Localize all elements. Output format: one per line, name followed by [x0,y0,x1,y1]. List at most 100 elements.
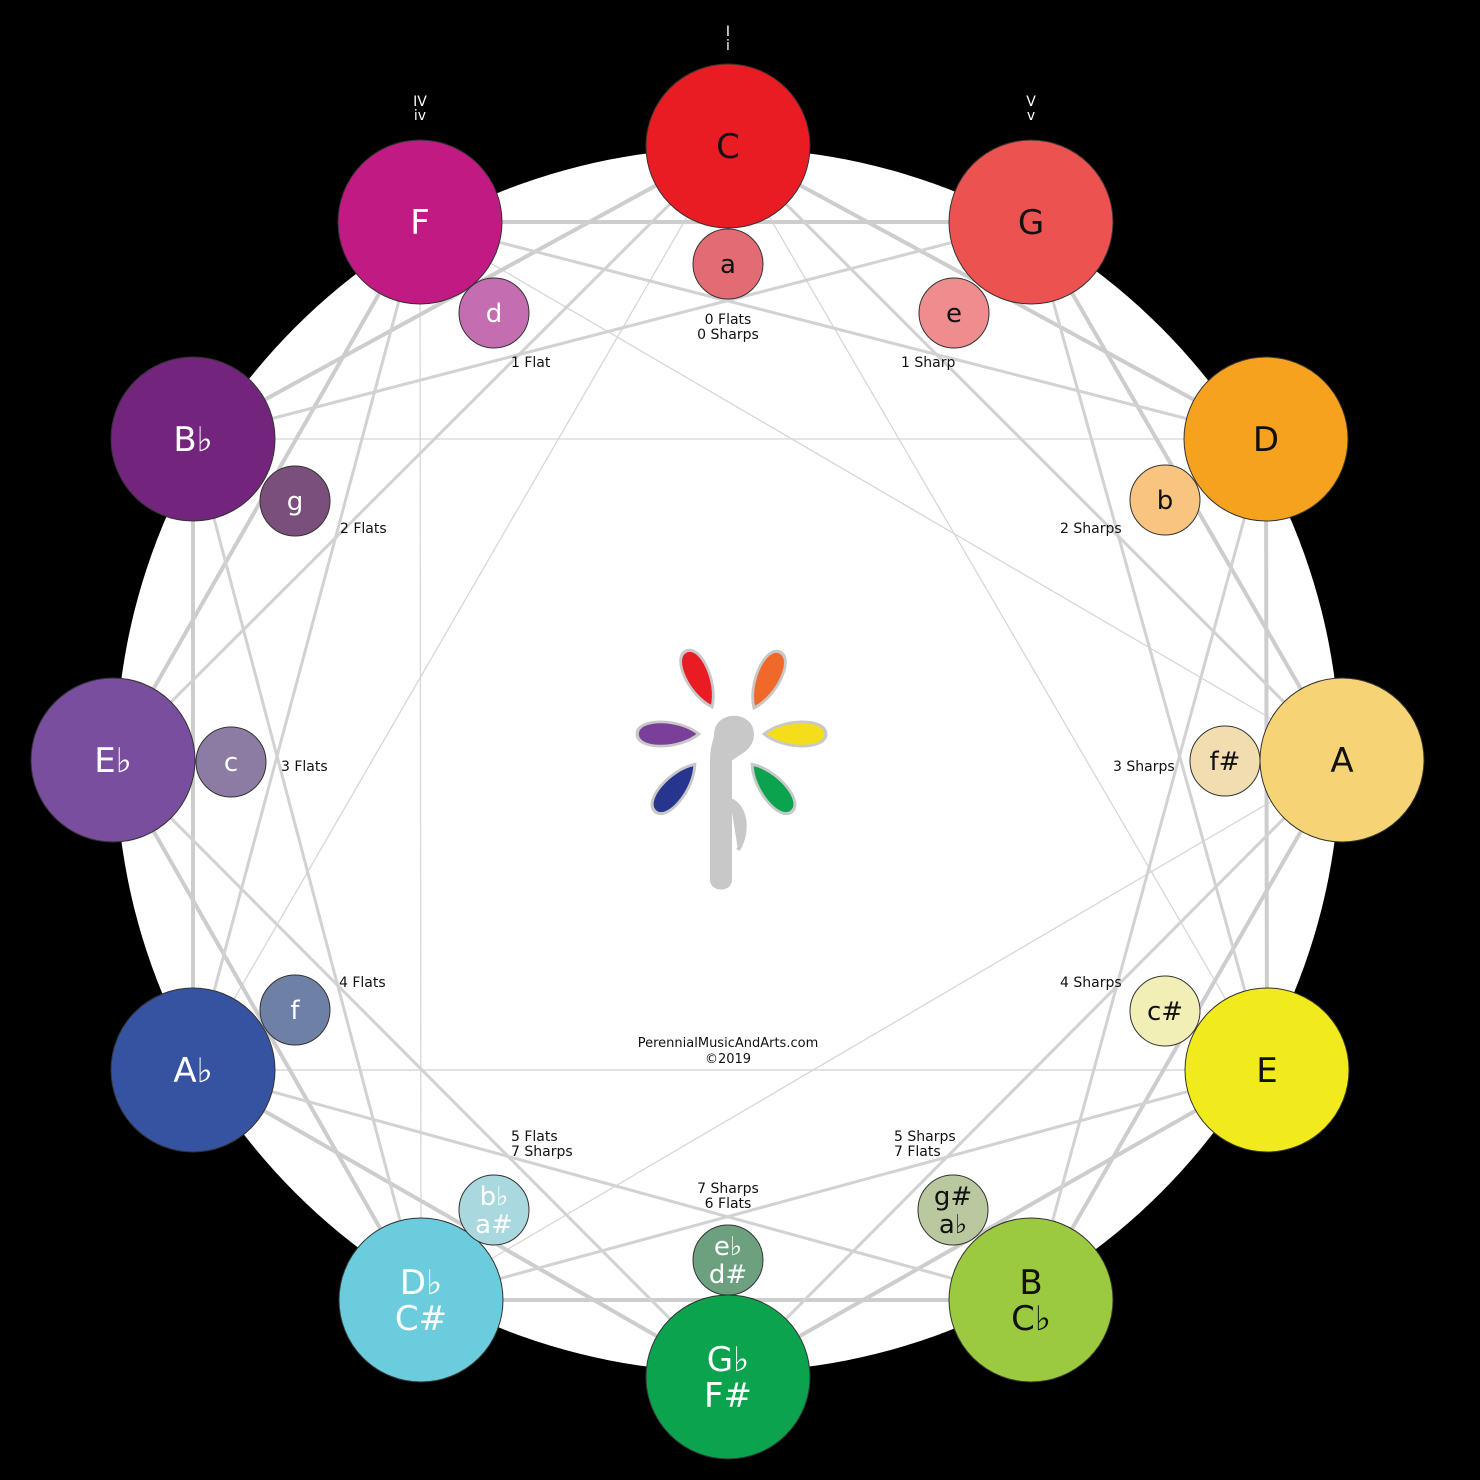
minor-key-label: b [1157,486,1174,516]
minor-key-circle[interactable] [1129,975,1201,1047]
minor-key-circle[interactable] [458,1174,530,1246]
minor-key-label: e [946,299,962,329]
key-link-line [111,144,730,762]
key-eb: E♭ c 3 Flats [30,677,328,843]
key-signature-label: 4 Flats [339,975,386,991]
minor-key-label: g [287,487,304,517]
minor-key-label: a# [475,1210,513,1240]
minor-key-label: b♭ [480,1182,509,1212]
major-key-circle[interactable] [110,356,276,522]
key-signature-label: 7 Sharps [697,1181,759,1197]
key-link-line [420,1068,1268,1302]
roman-numeral-label: iv [414,108,426,124]
major-key-label: F [410,203,430,243]
minor-key-circle[interactable] [259,465,331,537]
minor-key-label: a♭ [939,1210,967,1240]
logo-petal [679,648,715,710]
major-key-circle[interactable] [30,677,196,843]
major-key-circle[interactable] [1184,987,1350,1153]
key-link-line [191,438,423,1301]
major-key-label: A♭ [173,1051,212,1091]
key-link-line [726,758,1344,1379]
minor-key-label: e♭ [714,1232,742,1262]
logo-petal [750,762,797,816]
key-link-line [726,144,1344,762]
minor-key-label: f [290,996,300,1026]
key-signature-label: 0 Flats [705,312,752,328]
roman-numeral-label: V [1026,94,1036,110]
minor-key-label: f# [1210,747,1241,777]
major-key-label: E♭ [94,741,132,781]
key-link-line [111,758,730,1379]
major-key-label: A [1330,741,1353,781]
key-link-line [192,1068,1032,1302]
key-signature-label: 2 Sharps [1060,521,1122,537]
minor-key-label: d# [709,1260,747,1290]
key-signature-label: 1 Sharp [901,355,955,371]
major-key-circle[interactable] [1183,356,1349,522]
key-link-line [727,1068,1268,1379]
major-key-label: E [1256,1051,1277,1091]
minor-key-circle[interactable] [259,974,331,1046]
key-signature-label: 1 Flat [511,355,551,371]
roman-numeral-label: I [726,24,730,40]
flower-logo [635,648,828,890]
credit-site: PerennialMusicAndArts.com [638,1036,818,1051]
key-signature-label: 5 Sharps [894,1129,956,1145]
logo-stem [710,715,755,890]
minor-key-circle[interactable] [1129,464,1201,536]
minor-key-label: c# [1147,997,1183,1027]
key-signature-label: 3 Flats [281,759,328,775]
key-link-line [191,221,422,1071]
key-signature-label: 2 Flats [340,521,387,537]
key-e: Ec# 4 Sharps [1060,975,1350,1153]
roman-numeral-label: v [1027,108,1035,124]
credit-year: ©2019 [705,1052,751,1067]
minor-key-circle[interactable] [1189,725,1261,797]
logo-petal [650,762,697,816]
minor-key-circle[interactable] [692,228,764,300]
major-key-label: D♭ [400,1263,442,1303]
major-key-label: B♭ [173,420,212,460]
key-signature-label: 7 Sharps [511,1144,573,1160]
key-d: Db 2 Sharps [1060,356,1349,537]
roman-numeral-label: IV [413,94,427,110]
roman-numeral-label: i [726,38,730,54]
key-signature-label: 4 Sharps [1060,975,1122,991]
thin-line [419,221,422,1301]
key-signature-label: 5 Flats [511,1129,558,1145]
major-key-label: D [1253,420,1279,460]
key-link-line [192,220,1032,441]
minor-key-circle[interactable] [917,1174,989,1246]
key-link-line [192,1068,729,1379]
thin-line [419,221,1343,761]
minor-key-circle[interactable] [692,1224,764,1296]
major-key-label: F# [704,1376,752,1416]
minor-key-circle[interactable] [918,277,990,349]
key-g: Ge 1 Sharp Vv [901,94,1114,371]
minor-key-label: c [224,748,238,778]
logo-petal [751,649,787,711]
major-key-label: G♭ [707,1340,749,1380]
major-key-circle[interactable] [645,63,811,229]
major-key-label: C# [395,1299,447,1339]
key-link-line [419,220,1267,441]
key-signature-label: 0 Sharps [697,327,759,343]
key-link-line [1029,438,1268,1301]
minor-key-circle[interactable] [458,277,530,349]
major-key-circle[interactable] [948,139,1114,305]
major-key-circle[interactable] [337,139,503,305]
major-key-circle[interactable] [948,1217,1114,1383]
minor-key-label: d [486,299,503,329]
minor-key-circle[interactable] [195,726,267,798]
major-key-label: C♭ [1011,1299,1051,1339]
major-key-circle[interactable] [338,1217,504,1383]
major-key-circle[interactable] [110,987,276,1153]
